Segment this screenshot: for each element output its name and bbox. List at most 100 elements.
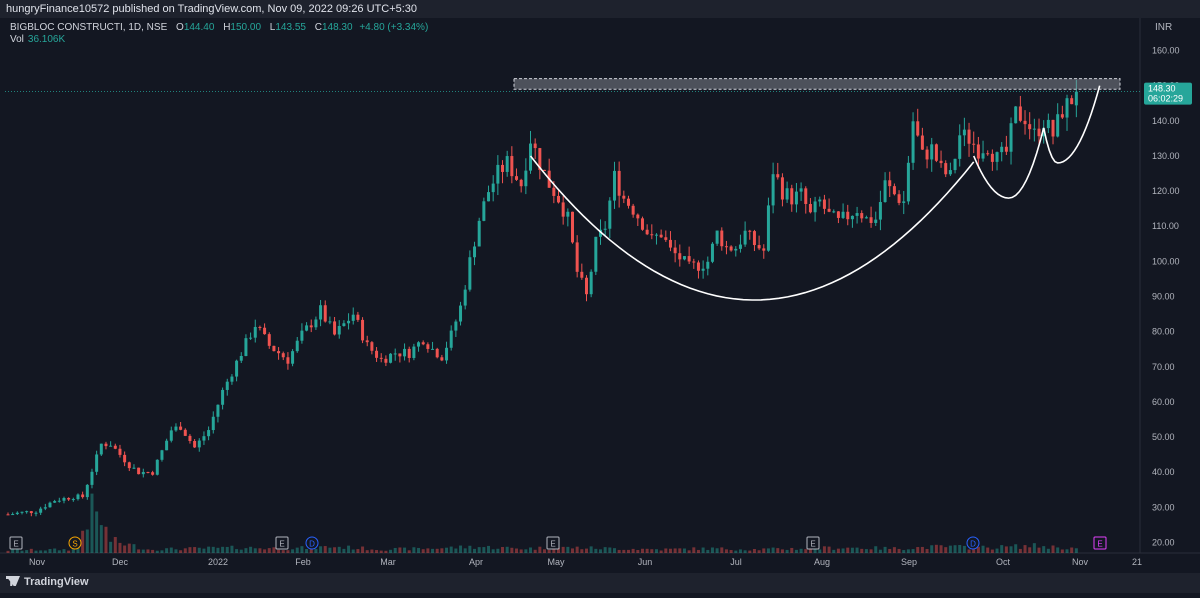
volume-bar: [771, 547, 775, 553]
volume-bar: [258, 548, 262, 553]
volume-bar: [906, 549, 910, 553]
event-marker[interactable]: [1093, 536, 1107, 550]
event-marker-label: E: [1097, 540, 1102, 549]
candle-body: [225, 381, 229, 390]
y-tick-label: 160.00: [1152, 46, 1180, 56]
candle-body: [645, 229, 649, 235]
volume-bar: [435, 548, 439, 553]
volume-bar: [351, 549, 355, 553]
candle-body: [888, 180, 892, 187]
volume-bar: [557, 547, 561, 553]
volume-bar: [370, 549, 374, 553]
candle-body: [463, 289, 467, 306]
candle-body: [253, 326, 257, 338]
volume-bar: [766, 548, 770, 553]
volume-bar: [575, 546, 579, 553]
event-marker[interactable]: [806, 536, 820, 550]
volume-bar: [668, 548, 672, 553]
x-tick-label: Dec: [112, 557, 129, 567]
candle-body: [244, 338, 248, 356]
y-tick-label: 40.00: [1152, 467, 1175, 477]
volume-bar: [818, 549, 822, 553]
volume-bar: [20, 550, 24, 553]
candle-body: [622, 195, 626, 199]
open-label: O: [176, 22, 184, 33]
candle-body: [71, 499, 75, 501]
cup-curve[interactable]: [529, 155, 975, 301]
candle-body: [431, 348, 435, 350]
volume-bar: [995, 548, 999, 553]
candle-body: [986, 153, 990, 155]
candle-body: [314, 319, 318, 328]
volume-bar: [598, 549, 602, 553]
candle-body: [687, 256, 691, 262]
event-marker[interactable]: [305, 536, 319, 550]
last-price-badge[interactable]: [1144, 82, 1192, 105]
volume-legend: Vol 36.106K: [10, 34, 65, 45]
volume-bar: [682, 548, 686, 553]
volume-bar: [612, 548, 616, 553]
candle-body: [39, 508, 43, 513]
candle-body: [990, 153, 994, 162]
handle-curve-2[interactable]: [1042, 85, 1101, 164]
candle-body: [160, 450, 164, 460]
price-axis-panel[interactable]: [1140, 18, 1200, 573]
volume-bar: [169, 547, 173, 553]
volume-bar: [305, 548, 309, 553]
candle-body: [836, 211, 840, 218]
y-tick-label: 20.00: [1152, 537, 1175, 547]
candle-body: [584, 277, 588, 295]
candle-body: [34, 512, 38, 514]
candle-body: [146, 471, 150, 473]
candle-body: [207, 430, 211, 437]
volume-bar: [333, 547, 337, 553]
volume-bar: [253, 548, 257, 553]
volume-bar: [160, 550, 164, 553]
candle-body: [216, 404, 220, 417]
volume-bar: [748, 550, 752, 553]
candle-body: [748, 230, 752, 232]
volume-bar: [361, 546, 365, 553]
candle-body: [766, 205, 770, 251]
event-marker[interactable]: [966, 536, 980, 550]
candle-body: [570, 211, 574, 243]
candle-body: [365, 340, 369, 343]
volume-bar: [953, 545, 957, 553]
y-tick-label: 110.00: [1152, 221, 1179, 231]
volume-bar: [738, 549, 742, 553]
candle-body: [738, 244, 742, 249]
candle-body: [141, 471, 145, 475]
event-marker[interactable]: [9, 536, 23, 550]
volume-bar: [225, 546, 229, 553]
candle-body: [743, 230, 747, 245]
volume-bar: [25, 550, 29, 553]
tradingview-logo[interactable]: TradingView: [6, 576, 89, 588]
volume-bar: [426, 548, 430, 553]
handle-curve-1[interactable]: [972, 127, 1045, 199]
event-marker[interactable]: [68, 536, 82, 550]
volume-bar: [323, 546, 327, 553]
volume-bar: [207, 546, 211, 553]
event-marker[interactable]: [275, 536, 289, 550]
resistance-zone[interactable]: [513, 78, 1121, 90]
candle-body: [76, 494, 80, 500]
candle-body: [878, 202, 882, 220]
volume-bar: [925, 549, 929, 553]
high-value: 150.00: [230, 22, 262, 33]
volume-bar: [155, 550, 159, 553]
candle-body: [640, 218, 644, 230]
x-tick-label: 21: [1132, 557, 1142, 567]
candle-body: [482, 201, 486, 221]
volume-bar: [295, 547, 299, 553]
candle-body: [95, 454, 99, 472]
x-tick-label: Nov: [29, 557, 46, 567]
event-marker[interactable]: [546, 536, 560, 550]
volume-bar: [543, 549, 547, 553]
volume-bar: [976, 546, 980, 553]
volume-bar: [230, 545, 234, 553]
candle-body: [790, 188, 794, 205]
candle-body: [869, 217, 873, 223]
volume-bar: [729, 549, 733, 553]
